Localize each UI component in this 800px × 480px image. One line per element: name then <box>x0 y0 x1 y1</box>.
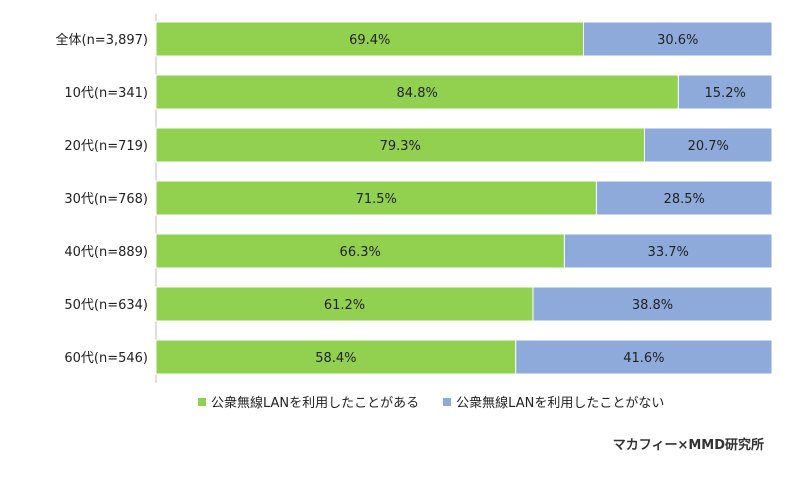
legend: 公衆無線LANを利用したことがある 公衆無線LANを利用したことがない <box>198 392 664 411</box>
data-label-not-used: 41.6% <box>623 351 664 366</box>
bar-not-used <box>677 74 773 110</box>
category-label: 10代(n=341) <box>64 86 148 101</box>
category-label: 40代(n=889) <box>64 245 148 260</box>
bar-not-used <box>515 339 773 375</box>
data-label-used: 79.3% <box>380 139 421 154</box>
data-label-not-used: 28.5% <box>664 192 705 207</box>
bar-not-used <box>583 21 773 57</box>
bar-not-used <box>532 286 773 322</box>
bar-not-used <box>643 127 773 163</box>
data-label-used: 84.8% <box>397 86 438 101</box>
data-label-not-used: 15.2% <box>705 86 746 101</box>
bar-used <box>155 180 597 216</box>
bar-used <box>155 233 565 269</box>
legend-swatch-not-used <box>443 397 452 406</box>
data-label-not-used: 38.8% <box>632 298 673 313</box>
data-label-not-used: 20.7% <box>688 139 729 154</box>
legend-item-not-used: 公衆無線LANを利用したことがない <box>443 392 664 411</box>
bar-used <box>155 21 585 57</box>
bar-used <box>155 339 517 375</box>
category-label: 30代(n=768) <box>64 192 148 207</box>
data-label-used: 61.2% <box>324 298 365 313</box>
bar-not-used <box>595 180 773 216</box>
data-label-used: 71.5% <box>356 192 397 207</box>
source-credit: マカフィー×MMD研究所 <box>612 438 764 453</box>
data-label-not-used: 30.6% <box>657 33 698 48</box>
category-label: 50代(n=634) <box>64 298 148 313</box>
category-label: 60代(n=546) <box>64 351 148 366</box>
bar-not-used <box>563 233 773 269</box>
legend-label-not-used: 公衆無線LANを利用したことがない <box>456 396 665 411</box>
data-label-used: 58.4% <box>315 351 356 366</box>
category-label: 20代(n=719) <box>64 139 148 154</box>
data-label-used: 66.3% <box>340 245 381 260</box>
legend-label-used: 公衆無線LANを利用したことがある <box>211 396 420 411</box>
category-label: 全体(n=3,897) <box>56 32 149 48</box>
legend-item-used: 公衆無線LANを利用したことがある <box>198 392 419 411</box>
bar-used <box>155 74 679 110</box>
legend-swatch-used <box>198 397 206 406</box>
data-label-not-used: 33.7% <box>648 245 689 260</box>
data-label-used: 69.4% <box>349 33 390 48</box>
